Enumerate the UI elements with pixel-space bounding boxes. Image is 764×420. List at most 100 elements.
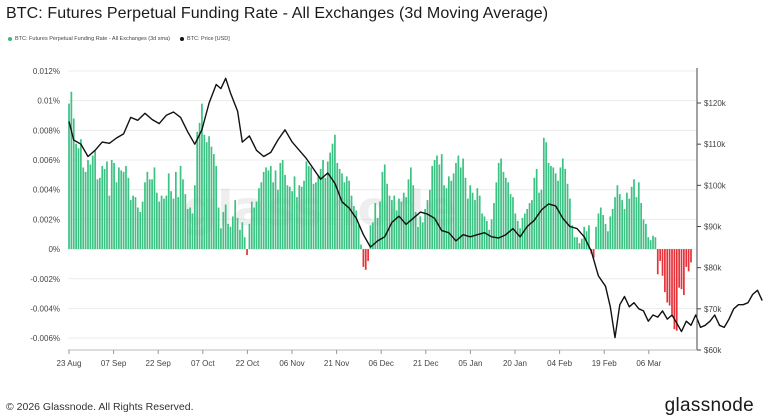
funding-bar-positive: [128, 178, 130, 249]
funding-bar-positive: [237, 218, 239, 249]
funding-bar-negative: [669, 249, 671, 305]
x-axis-tick-label: 07 Oct: [191, 359, 215, 368]
funding-bar-positive: [87, 160, 89, 249]
left-axis-tick-label: 0.006%: [33, 156, 60, 165]
funding-bar-positive: [109, 196, 111, 249]
funding-bar-positive: [640, 203, 642, 249]
funding-bar-positive: [270, 166, 272, 249]
left-axis-tick-label: -0.002%: [30, 275, 60, 284]
funding-bar-positive: [175, 172, 177, 249]
funding-bar-positive: [189, 208, 191, 250]
x-axis-tick-label: 06 Dec: [369, 359, 394, 368]
funding-bar-positive: [156, 193, 158, 249]
funding-bar-positive: [78, 148, 80, 249]
funding-bar-positive: [180, 166, 182, 249]
right-axis-tick-label: $90k: [704, 222, 722, 231]
left-axis-tick-label: 0.002%: [33, 215, 60, 224]
x-axis-tick-label: 05 Jan: [458, 359, 482, 368]
funding-bar-positive: [332, 144, 334, 249]
brand-logo-text[interactable]: glassnode: [665, 395, 754, 417]
funding-bar-positive: [275, 170, 277, 249]
funding-bar-positive: [298, 185, 300, 249]
funding-bar-positive: [512, 197, 514, 249]
funding-bar-positive: [199, 123, 201, 249]
funding-bar-positive: [173, 199, 175, 249]
funding-bar-positive: [550, 166, 552, 249]
funding-bar-positive: [211, 147, 213, 249]
funding-bar-positive: [334, 135, 336, 249]
funding-bar-positive: [420, 216, 422, 249]
funding-bar-positive: [560, 167, 562, 249]
funding-bar-positive: [168, 173, 170, 249]
funding-bar-positive: [234, 200, 236, 249]
funding-bar-positive: [633, 179, 635, 249]
funding-bar-positive: [165, 196, 167, 249]
funding-bar-positive: [607, 231, 609, 249]
funding-bar-positive: [279, 163, 281, 249]
x-axis-tick-label: 22 Oct: [236, 359, 260, 368]
funding-bar-positive: [123, 172, 125, 249]
funding-bar-positive: [545, 142, 547, 249]
right-axis-tick-label: $120k: [704, 99, 727, 108]
funding-bar-positive: [439, 164, 441, 249]
x-axis-tick-label: 21 Nov: [324, 359, 349, 368]
funding-bar-positive: [495, 182, 497, 249]
funding-bar-positive: [90, 164, 92, 249]
funding-bar-positive: [75, 144, 77, 249]
funding-bar-positive: [322, 160, 324, 249]
funding-bar-positive: [208, 136, 210, 249]
funding-bar-positive: [348, 181, 350, 249]
funding-bar-positive: [393, 196, 395, 249]
funding-bar-positive: [313, 184, 315, 249]
funding-bar-positive: [192, 213, 194, 249]
funding-bar-positive: [282, 160, 284, 249]
funding-bar-positive: [97, 179, 99, 249]
funding-bar-positive: [467, 199, 469, 249]
funding-bar-positive: [457, 156, 459, 250]
funding-bar-positive: [329, 153, 331, 249]
funding-bar-positive: [612, 209, 614, 249]
x-axis-tick-label: 20 Jan: [503, 359, 527, 368]
funding-bar-negative: [690, 249, 692, 262]
funding-bar-positive: [263, 172, 265, 249]
funding-bar-positive: [500, 159, 502, 250]
funding-bar-positive: [287, 185, 289, 249]
funding-bar-positive: [258, 188, 260, 249]
funding-bar-positive: [85, 172, 87, 249]
funding-bar-positive: [120, 170, 122, 249]
funding-bar-positive: [144, 182, 146, 249]
funding-bar-positive: [531, 200, 533, 249]
funding-bar-positive: [450, 181, 452, 249]
funding-bar-positive: [146, 172, 148, 249]
funding-bar-positive: [135, 197, 137, 249]
funding-bar-negative: [246, 249, 248, 255]
funding-bar-positive: [170, 191, 172, 249]
funding-bar-negative: [367, 249, 369, 261]
funding-bar-positive: [232, 216, 234, 249]
funding-bar-positive: [398, 199, 400, 249]
funding-bar-positive: [320, 169, 322, 249]
right-axis-tick-label: $100k: [704, 181, 727, 190]
funding-bar-positive: [491, 219, 493, 249]
funding-bar-positive: [626, 193, 628, 249]
funding-bar-negative: [671, 249, 673, 314]
funding-bar-positive: [410, 167, 412, 249]
funding-bar-positive: [303, 181, 305, 249]
funding-bar-positive: [650, 240, 652, 249]
funding-bar-negative: [683, 249, 685, 295]
funding-bar-positive: [360, 245, 362, 249]
funding-bar-positive: [614, 197, 616, 249]
copyright-text: © 2026 Glassnode. All Rights Reserved.: [6, 401, 194, 413]
funding-bar-positive: [306, 162, 308, 250]
x-axis-tick-label: 04 Feb: [547, 359, 572, 368]
funding-bar-positive: [621, 200, 623, 249]
right-axis-tick-label: $70k: [704, 305, 722, 314]
funding-bar-positive: [529, 203, 531, 249]
funding-bar-positive: [396, 210, 398, 249]
funding-bar-negative: [662, 249, 664, 276]
funding-bar-positive: [353, 206, 355, 249]
funding-bar-positive: [526, 209, 528, 249]
funding-bar-positive: [598, 213, 600, 249]
funding-bar-positive: [317, 176, 319, 249]
funding-bar-positive: [436, 156, 438, 250]
